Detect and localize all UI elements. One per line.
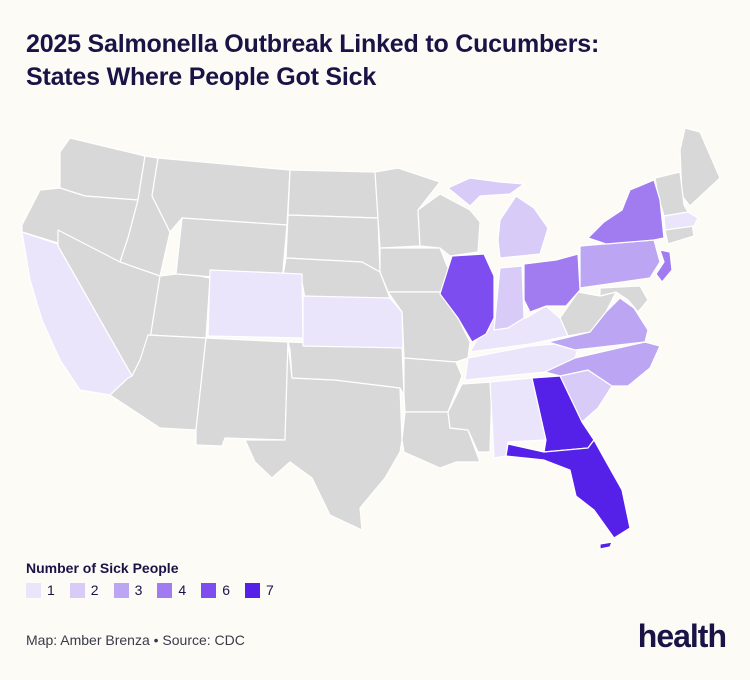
state-wisconsin (417, 193, 481, 257)
state-california (21, 231, 133, 396)
title-line-2: States Where People Got Sick (26, 63, 377, 91)
legend-item-4: 4 (157, 582, 186, 598)
credit-line: Map: Amber Brenza • Source: CDC (26, 632, 245, 648)
legend-swatch-6 (201, 582, 217, 598)
base-states (21, 127, 721, 531)
legend-title: Number of Sick People (26, 560, 179, 576)
legend-item-1: 1 (26, 582, 55, 598)
state-oklahoma (287, 341, 405, 396)
legend-item-7: 7 (244, 582, 274, 598)
legend-item-6: 6 (201, 582, 230, 598)
state-indiana (493, 265, 525, 331)
state-michigan-lower (497, 195, 549, 259)
legend-label-3: 3 (134, 582, 143, 598)
state-kansas (302, 295, 404, 349)
legend-swatch-4 (157, 582, 173, 598)
state-washington (59, 137, 146, 201)
legend-label-1: 1 (47, 582, 55, 598)
state-illinois (439, 253, 495, 343)
state-maryland (599, 285, 649, 313)
legend-swatch-7 (244, 582, 260, 598)
legend-label-6: 6 (222, 582, 230, 598)
state-new-york (587, 179, 665, 245)
case-states (21, 177, 699, 550)
state-north-dakota (287, 169, 379, 219)
legend-label-4: 4 (178, 582, 187, 598)
state-pennsylvania (579, 239, 661, 289)
state-virginia (547, 297, 649, 351)
legend-item-2: 2 (69, 582, 99, 598)
legend-item-3: 3 (113, 582, 143, 598)
state-maine (679, 127, 721, 207)
legend-swatch-1 (26, 582, 41, 598)
legend-swatch-3 (113, 582, 129, 598)
state-north-carolina (544, 341, 661, 387)
state-new-jersey (655, 249, 673, 283)
legend-label-2: 2 (90, 582, 99, 598)
state-colorado (207, 269, 304, 339)
state-iowa (379, 247, 453, 293)
state-massachusetts (663, 211, 699, 231)
map-title: 2025 Salmonella Outbreak Linked to Cucum… (26, 28, 726, 94)
us-map (21, 127, 721, 550)
state-michigan-upper (447, 177, 525, 207)
title-line-1: 2025 Salmonella Outbreak Linked to Cucum… (26, 30, 600, 58)
state-florida (505, 439, 631, 539)
health-logo[interactable]: health (637, 618, 727, 654)
state-ohio (523, 253, 581, 313)
legend: 1 2 3 4 6 7 (26, 582, 289, 598)
state-new-mexico (195, 337, 289, 447)
legend-label-7: 7 (265, 582, 274, 598)
state-florida-keys (599, 541, 613, 550)
legend-swatch-2 (69, 582, 85, 598)
